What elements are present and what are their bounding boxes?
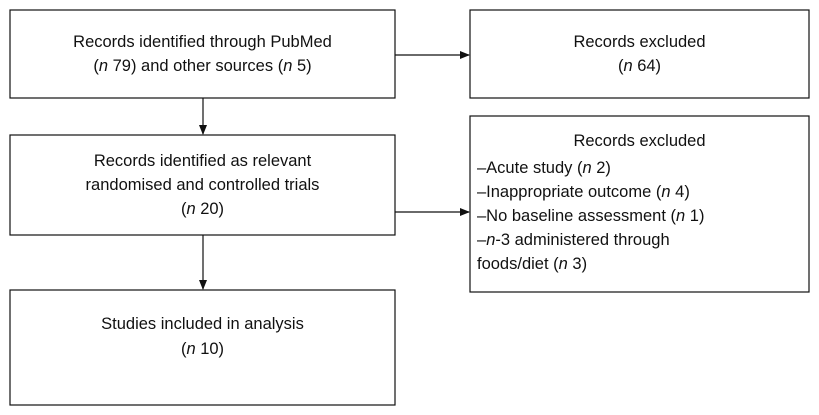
- node-text: Studies included in analysis: [101, 315, 304, 333]
- node-text: Records identified as relevant: [94, 152, 312, 170]
- node-text: Records excluded: [573, 33, 705, 51]
- node-text: foods/diet (n 3): [477, 255, 587, 273]
- node-text: –Inappropriate outcome (n 4): [477, 183, 690, 201]
- node-text: (n 64): [618, 57, 661, 75]
- node-text: Records identified through PubMed: [73, 33, 332, 51]
- node-box: [469, 9, 810, 99]
- node-text: –n-3 administered through: [477, 231, 670, 249]
- node-text: –Acute study (n 2): [477, 159, 611, 177]
- node-box: [9, 289, 396, 406]
- node-text: (n 20): [181, 200, 224, 218]
- node-text: randomised and controlled trials: [86, 176, 320, 194]
- node-box: [9, 134, 396, 236]
- node-text: –No baseline assessment (n 1): [477, 207, 704, 225]
- node-text: Records excluded: [573, 132, 705, 150]
- node-box: [9, 9, 396, 99]
- node-text: (n 79) and other sources (n 5): [93, 57, 311, 75]
- node-box: [469, 115, 810, 293]
- node-text: (n 10): [181, 340, 224, 358]
